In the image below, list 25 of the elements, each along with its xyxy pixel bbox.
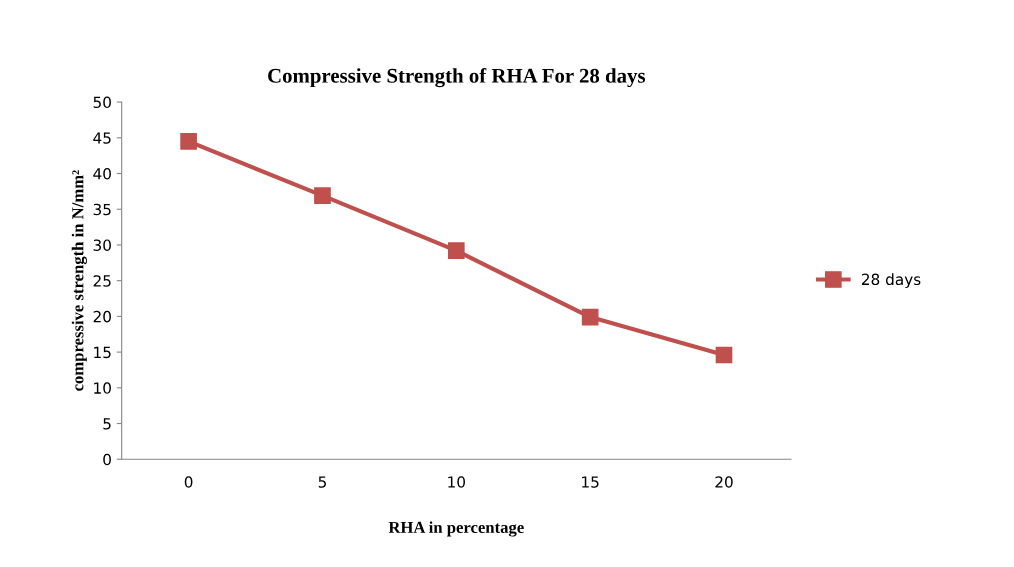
chart-title: Compressive Strength of RHA For 28 days	[268, 67, 646, 88]
x-tick-label: 20	[715, 476, 733, 488]
x-axis-title: RHA in percentage	[388, 521, 524, 537]
x-tick-label: 0	[184, 476, 193, 488]
point	[581, 308, 599, 326]
y-tick-label: 20	[93, 310, 111, 323]
y-tick-label: 25	[93, 275, 111, 287]
y-axis-title: compressive strength in N/mm²	[71, 170, 87, 391]
y-tick-label: 5	[103, 418, 111, 430]
y-tick-label: 35	[93, 203, 111, 216]
legend-label: 28 days	[861, 273, 921, 289]
point	[715, 346, 733, 364]
x-tick-label: 5	[318, 476, 326, 488]
point	[314, 187, 331, 204]
y-tick-label: 30	[93, 239, 111, 251]
y-tick-label: 50	[93, 96, 111, 109]
y-tick-label: 45	[93, 132, 111, 144]
y-tick-label: 10	[94, 382, 111, 394]
point	[447, 242, 465, 259]
y-tick-label: 0	[103, 453, 111, 466]
x-tick-label: 10	[448, 476, 466, 488]
point	[180, 133, 197, 150]
y-tick-label: 15	[94, 346, 111, 359]
y-tick-label: 40	[93, 167, 111, 180]
x-tick-label: 15	[582, 476, 599, 488]
